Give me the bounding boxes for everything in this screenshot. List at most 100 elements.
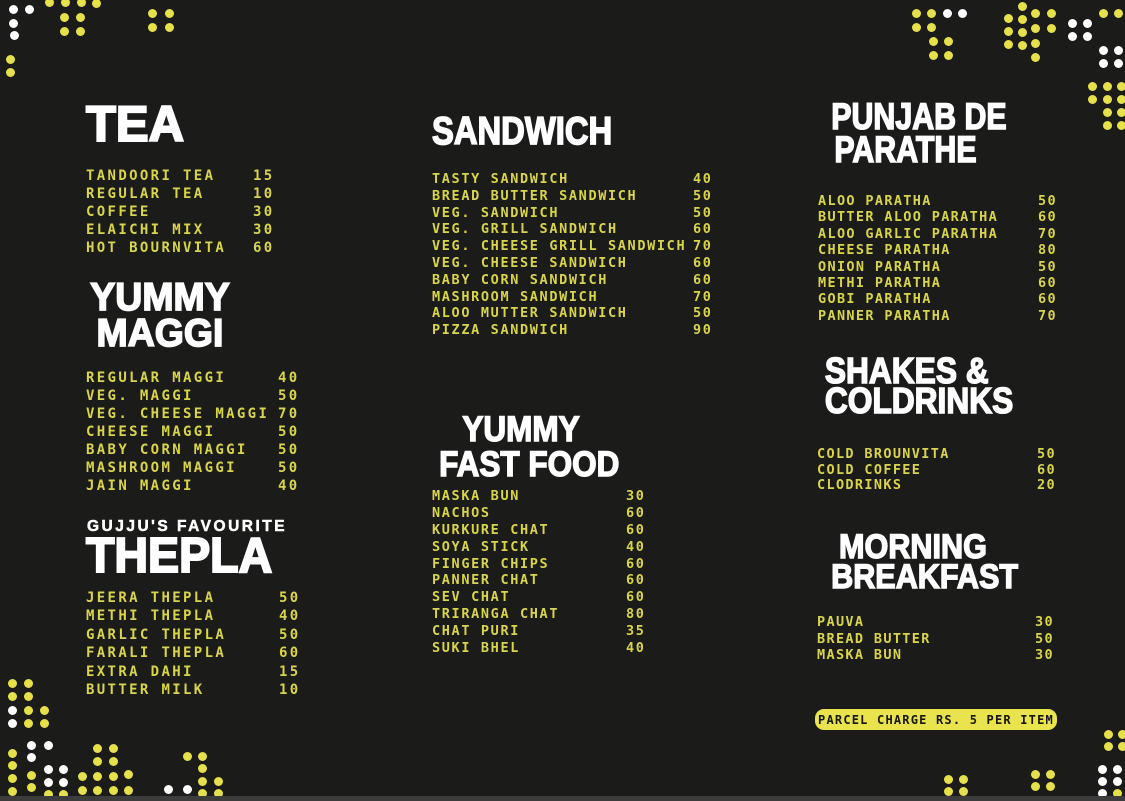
menu-item: ONION PARATHA 50 xyxy=(818,258,1056,275)
decor-dot-white xyxy=(24,4,34,14)
decor-dot-yellow xyxy=(164,8,174,18)
menu-item: PAUVA 30 xyxy=(817,614,1053,631)
item-price: 60 xyxy=(1038,209,1057,226)
decor-dot-yellow xyxy=(23,705,33,715)
menu-item: GOBI PARATHA 60 xyxy=(818,291,1056,308)
item-price: 70 xyxy=(1038,307,1057,324)
section-title-tea: TEA xyxy=(85,98,186,150)
menu-item: ALOO PARATHA 50 xyxy=(818,193,1056,209)
item-name: SEV CHAT xyxy=(432,589,511,606)
decor-dot-white xyxy=(8,18,18,28)
section-items-yummy-fast-food: MASKA BUN 30 NACHOS 60 KURKURE CHAT 60 SOYA ST… xyxy=(432,488,644,657)
decor-dot-yellow xyxy=(1117,729,1125,739)
decor-dot-yellow xyxy=(213,788,223,798)
item-name: METHI THEPLA xyxy=(86,608,216,625)
menu-item: MASKA BUN 30 xyxy=(432,488,644,505)
section-items-morning-breakfast: PAUVA 30 BREAD BUTTER 50 MASKA BUN 30 xyxy=(817,614,1053,664)
item-price: 35 xyxy=(626,623,646,640)
section-items-shakes-coldrinks: COLD BROUNVITA 50 COLD COFFEE 60 CLODRINKS 20 xyxy=(817,446,1055,494)
menu-item: SUKI BHEL 40 xyxy=(432,640,644,657)
decor-dot-white xyxy=(58,764,68,774)
item-name: PANNER PARATHA xyxy=(818,307,951,324)
item-price: 50 xyxy=(1037,446,1056,462)
item-name: BUTTER ALOO PARATHA xyxy=(818,209,999,226)
decor-dot-yellow xyxy=(60,0,70,7)
menu-item: NACHOS 60 xyxy=(432,505,644,522)
item-name: REGULAR TEA xyxy=(86,186,205,202)
menu-item: FINGER CHIPS 60 xyxy=(432,556,644,573)
page-bottom-edge xyxy=(0,796,1125,801)
menu-item: HOT BOURNVITA 60 xyxy=(86,239,272,257)
item-name: VEG. CHEESE SANDWICH xyxy=(432,254,628,271)
menu-item: METHI PARATHA 60 xyxy=(818,275,1056,291)
item-price: 90 xyxy=(693,322,713,339)
decor-dot-yellow xyxy=(23,691,33,701)
decor-dot-yellow xyxy=(23,718,33,728)
menu-item: ALOO MUTTER SANDWICH 50 xyxy=(432,305,711,322)
decor-dot-yellow xyxy=(39,705,49,715)
menu-item: KURKURE CHAT 60 xyxy=(432,522,644,539)
menu-item: CHEESE PARATHA 80 xyxy=(818,242,1056,258)
decor-dot-yellow xyxy=(1030,8,1040,18)
decor-dot-yellow xyxy=(123,785,133,795)
menu-item: BABY CORN SANDWICH 60 xyxy=(432,272,711,289)
decor-dot-yellow xyxy=(77,771,87,781)
section-items-punjab-de-parathe: ALOO PARATHA 50 BUTTER ALOO PARATHA 60 ALOO … xyxy=(818,193,1056,324)
item-price: 30 xyxy=(1035,614,1054,630)
section-title-line: COLDRINKS xyxy=(824,380,1014,421)
decor-dot-yellow xyxy=(39,718,49,728)
decor-dot-yellow xyxy=(911,8,921,18)
item-price: 50 xyxy=(1038,193,1057,209)
decor-dot-yellow xyxy=(76,0,86,7)
item-price: 15 xyxy=(279,663,301,680)
item-name: FARALI THEPLA xyxy=(86,645,227,662)
decor-dot-white xyxy=(1098,45,1108,55)
decor-dot-yellow xyxy=(213,776,223,786)
item-name: CHEESE MAGGI xyxy=(86,424,216,440)
decor-dot-yellow xyxy=(943,786,953,796)
item-name: JAIN MAGGI xyxy=(86,478,194,494)
item-name: GARLIC THEPLA xyxy=(86,626,227,643)
menu-item: TASTY SANDWICH 40 xyxy=(432,171,711,188)
section-title-line: FAST FOOD xyxy=(438,445,620,484)
item-name: PAUVA xyxy=(817,614,865,630)
decor-dot-yellow xyxy=(182,751,192,761)
decor-dot-yellow xyxy=(1017,40,1027,50)
decor-dot-yellow xyxy=(7,786,17,796)
item-name: ONION PARATHA xyxy=(818,258,942,275)
decor-dot-yellow xyxy=(943,774,953,784)
item-price: 10 xyxy=(279,681,301,698)
section-title-yummy-maggi: YUMMY MAGGI xyxy=(85,277,235,354)
decor-dot-white xyxy=(1097,776,1107,786)
decor-dot-yellow xyxy=(197,751,207,761)
menu-item: EXTRA DAHI 15 xyxy=(86,663,298,681)
menu-item: FARALI THEPLA 60 xyxy=(86,644,298,662)
decor-dot-yellow xyxy=(1030,769,1040,779)
decor-dot-yellow xyxy=(59,12,69,22)
decor-dot-yellow xyxy=(108,771,118,781)
decor-dot-yellow xyxy=(58,789,68,799)
item-name: CLODRINKS xyxy=(817,477,903,494)
item-name: TASTY SANDWICH xyxy=(432,171,569,187)
decor-dot-yellow xyxy=(26,770,36,780)
decor-dot-yellow xyxy=(147,8,157,18)
decor-dot-yellow xyxy=(108,756,118,766)
menu-item: VEG. CHEESE SANDWICH 60 xyxy=(432,254,711,272)
menu-item: VEG. GRILL SANDWICH 60 xyxy=(432,221,711,238)
item-price: 50 xyxy=(278,388,300,404)
item-price: 60 xyxy=(1037,461,1056,478)
menu-item: SEV CHAT 60 xyxy=(432,589,644,606)
section-title-morning-breakfast: MORNING BREAKFAST xyxy=(822,529,1018,594)
decor-dot-white xyxy=(1082,18,1092,28)
item-name: GOBI PARATHA xyxy=(818,291,932,308)
item-price: 60 xyxy=(626,572,646,589)
decor-dot-yellow xyxy=(1017,27,1027,37)
menu-item: COFFEE 30 xyxy=(86,203,272,221)
item-price: 40 xyxy=(278,370,300,386)
item-name: EXTRA DAHI xyxy=(86,663,194,680)
item-name: MASHROOM MAGGI xyxy=(86,460,237,476)
decor-dot-yellow xyxy=(1045,781,1055,791)
decor-dot-yellow xyxy=(7,691,17,701)
decor-dot-white xyxy=(942,8,952,18)
